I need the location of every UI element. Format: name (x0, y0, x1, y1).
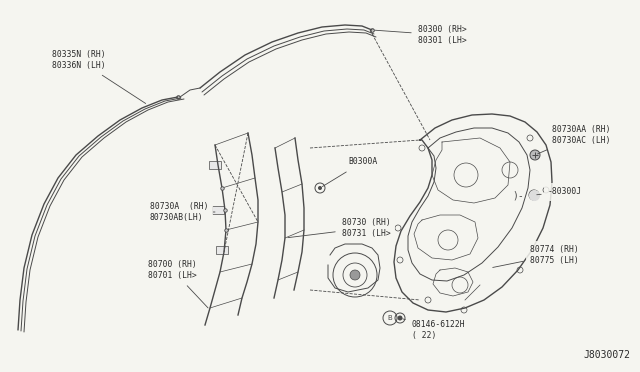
FancyBboxPatch shape (216, 246, 228, 254)
Text: 80774 (RH)
80775 (LH): 80774 (RH) 80775 (LH) (493, 245, 579, 267)
Circle shape (397, 315, 403, 321)
Text: 80730A  (RH)
80730AB(LH): 80730A (RH) 80730AB(LH) (150, 202, 215, 222)
Text: J8030072: J8030072 (583, 350, 630, 360)
Circle shape (530, 150, 540, 160)
Text: 80300 (RH>
80301 (LH>: 80300 (RH> 80301 (LH> (375, 25, 467, 45)
Circle shape (318, 186, 322, 190)
Circle shape (532, 193, 536, 197)
Text: 80730AA (RH)
80730AC (LH): 80730AA (RH) 80730AC (LH) (538, 125, 611, 154)
Text: )-: )- (512, 190, 524, 200)
Circle shape (350, 270, 360, 280)
Text: 80730 (RH)
80731 (LH>: 80730 (RH) 80731 (LH> (288, 218, 391, 238)
Text: -80300J: -80300J (537, 187, 582, 196)
Text: B: B (388, 315, 392, 321)
FancyBboxPatch shape (209, 161, 221, 169)
Text: 08146-6122H
( 22): 08146-6122H ( 22) (403, 319, 466, 340)
Text: 80335N (RH)
80336N (LH): 80335N (RH) 80336N (LH) (52, 50, 146, 103)
FancyBboxPatch shape (212, 206, 224, 214)
Text: B0300A: B0300A (323, 157, 377, 186)
Text: 80700 (RH)
80701 (LH>: 80700 (RH) 80701 (LH> (148, 260, 208, 308)
